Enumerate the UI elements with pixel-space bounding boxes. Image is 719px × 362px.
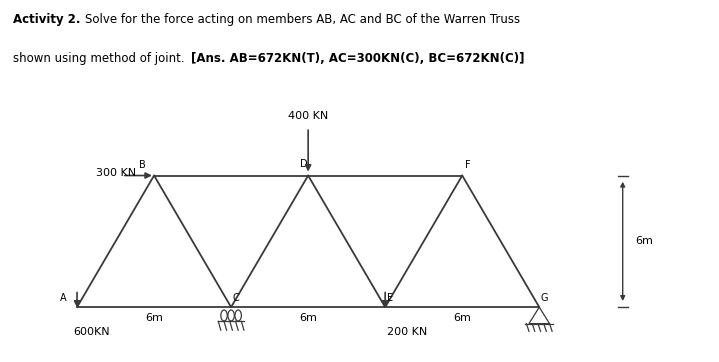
Text: 6m: 6m — [453, 313, 471, 323]
Text: G: G — [541, 293, 548, 303]
Text: Activity 2.: Activity 2. — [13, 13, 81, 26]
Text: shown using method of joint.: shown using method of joint. — [13, 52, 185, 66]
Text: [Ans. AB=672KN(T), AC=300KN(C), BC=672KN(C)]: [Ans. AB=672KN(T), AC=300KN(C), BC=672KN… — [191, 52, 524, 66]
Text: D: D — [301, 159, 308, 169]
Text: 6m: 6m — [299, 313, 317, 323]
Text: B: B — [139, 160, 146, 170]
Text: A: A — [60, 293, 66, 303]
Text: 6m: 6m — [145, 313, 163, 323]
Text: C: C — [233, 293, 239, 303]
Text: E: E — [388, 293, 393, 303]
Text: 400 KN: 400 KN — [288, 111, 329, 121]
Text: 200 KN: 200 KN — [387, 327, 427, 337]
Text: Solve for the force acting on members AB, AC and BC of the Warren Truss: Solve for the force acting on members AB… — [85, 13, 520, 26]
Text: 600KN: 600KN — [73, 327, 110, 337]
Text: 300 KN: 300 KN — [96, 168, 137, 178]
Text: F: F — [464, 160, 470, 170]
Text: 6m: 6m — [636, 236, 654, 246]
